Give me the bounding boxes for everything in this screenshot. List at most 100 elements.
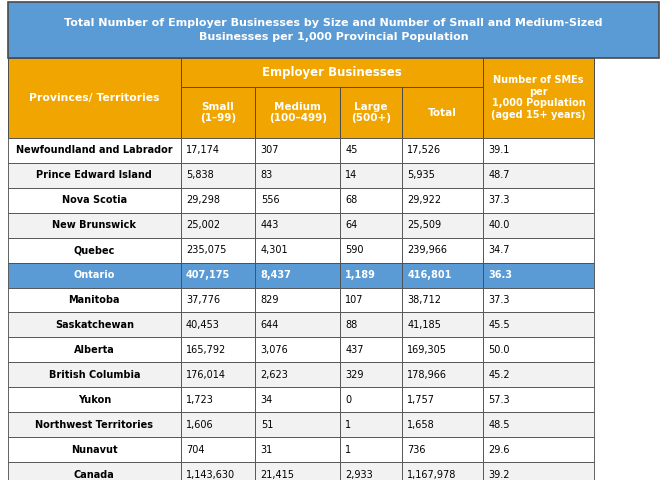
Text: 437: 437 [346,345,364,355]
Text: 34: 34 [261,395,273,405]
Text: Number of SMEs
per
1,000 Population
(aged 15+ years): Number of SMEs per 1,000 Population (age… [492,75,586,120]
Bar [402,238,483,263]
Text: 407,175: 407,175 [186,270,230,280]
Text: 45: 45 [346,145,358,155]
Text: Total: Total [428,108,457,118]
Bar [181,188,255,213]
Bar [255,163,340,188]
Text: 64: 64 [346,220,358,230]
Text: Large
(500+): Large (500+) [351,102,391,123]
Text: Yukon: Yukon [77,395,111,405]
Text: Small
(1–99): Small (1–99) [200,102,236,123]
Bar [340,163,402,188]
Text: 48.7: 48.7 [488,170,510,180]
Bar [402,412,483,437]
Bar [483,188,594,213]
Bar [181,462,255,480]
Text: Quebec: Quebec [73,245,115,255]
Text: 165,792: 165,792 [186,345,226,355]
Bar [255,87,340,138]
Bar [483,337,594,362]
Text: 176,014: 176,014 [186,370,226,380]
Bar [483,412,594,437]
Bar [340,238,402,263]
Text: 88: 88 [346,320,358,330]
Bar [483,462,594,480]
Bar [483,437,594,462]
Text: Saskatchewan: Saskatchewan [55,320,134,330]
Bar [483,362,594,387]
Text: 14: 14 [346,170,358,180]
Text: 29.6: 29.6 [488,445,510,455]
Bar [8,263,181,288]
Bar [402,188,483,213]
Text: 556: 556 [261,195,279,205]
Bar [340,412,402,437]
Bar [255,138,340,163]
Bar [340,87,402,138]
Bar [402,337,483,362]
Text: 2,623: 2,623 [261,370,289,380]
Bar [402,387,483,412]
Text: 1,143,630: 1,143,630 [186,470,235,480]
Bar [181,138,255,163]
Text: 1,606: 1,606 [186,420,213,430]
Bar [340,337,402,362]
Text: Prince Edward Island: Prince Edward Island [36,170,152,180]
Bar [181,412,255,437]
Bar [255,213,340,238]
Bar [402,362,483,387]
Text: 736: 736 [407,445,426,455]
Bar [255,337,340,362]
Bar [483,58,594,138]
Bar [8,188,181,213]
Text: 50.0: 50.0 [488,345,510,355]
Text: 1,189: 1,189 [346,270,376,280]
Bar [8,2,659,58]
Bar [483,163,594,188]
Text: 40.0: 40.0 [488,220,510,230]
Bar [8,163,181,188]
Text: Alberta: Alberta [74,345,115,355]
Text: 57.3: 57.3 [488,395,510,405]
Bar [8,437,181,462]
Text: Employer Businesses: Employer Businesses [262,66,402,79]
Text: 1,658: 1,658 [407,420,435,430]
Text: 239,966: 239,966 [407,245,447,255]
Text: 2,933: 2,933 [346,470,373,480]
Text: 1,757: 1,757 [407,395,435,405]
Bar [483,213,594,238]
Bar [402,288,483,312]
Bar [402,87,483,138]
Text: 443: 443 [261,220,279,230]
Bar [340,213,402,238]
Text: 416,801: 416,801 [407,270,452,280]
Bar [181,213,255,238]
Text: 829: 829 [261,295,279,305]
Bar [181,337,255,362]
Bar [483,312,594,337]
Text: 107: 107 [346,295,364,305]
Text: Newfoundland and Labrador: Newfoundland and Labrador [16,145,173,155]
Bar [8,412,181,437]
Bar [8,337,181,362]
Text: 5,838: 5,838 [186,170,213,180]
Text: British Columbia: British Columbia [49,370,140,380]
Text: 178,966: 178,966 [407,370,447,380]
Text: 31: 31 [261,445,273,455]
Text: 48.5: 48.5 [488,420,510,430]
Text: 1,723: 1,723 [186,395,213,405]
Text: Manitoba: Manitoba [69,295,120,305]
Text: 40,453: 40,453 [186,320,219,330]
Bar [181,238,255,263]
Bar [340,263,402,288]
Text: 21,415: 21,415 [261,470,295,480]
Bar [255,437,340,462]
Text: 38,712: 38,712 [407,295,441,305]
Bar [340,362,402,387]
Text: 1: 1 [346,445,352,455]
Text: Provinces/ Territories: Provinces/ Territories [29,93,159,103]
Bar [8,138,181,163]
Text: Nova Scotia: Nova Scotia [62,195,127,205]
Bar [340,188,402,213]
